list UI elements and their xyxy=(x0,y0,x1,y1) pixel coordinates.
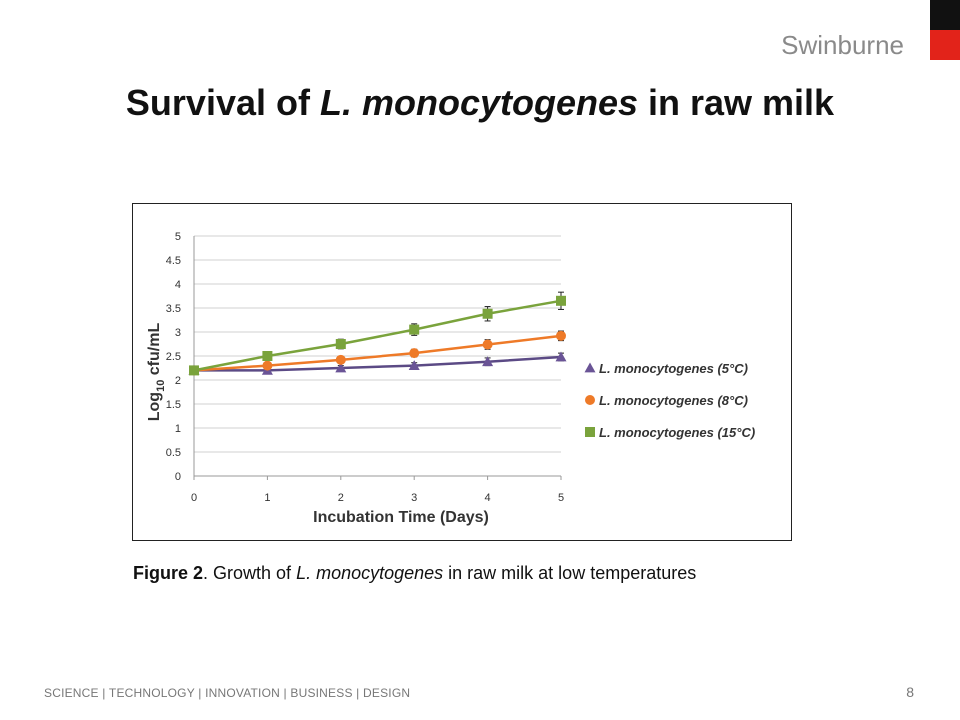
brand-accent-red xyxy=(930,30,960,60)
y-tick-label: 5 xyxy=(175,231,181,243)
title-text-after: in raw milk xyxy=(638,82,835,123)
y-tick-label: 4.5 xyxy=(166,255,181,267)
data-point-series-2 xyxy=(335,339,346,349)
y-tick-label: 3.5 xyxy=(166,303,181,315)
slide-title: Survival of L. monocytogenes in raw milk xyxy=(0,82,960,124)
legend-label-0: L. monocytogenes (5°C) xyxy=(599,361,748,376)
data-point-series-2 xyxy=(262,351,273,361)
x-tick-label: 3 xyxy=(411,492,417,504)
caption-text-before: . Growth of xyxy=(203,563,297,583)
y-axis-title-suffix: cfu/mL xyxy=(146,323,163,380)
page-number: 8 xyxy=(906,684,914,700)
brand-accent-black xyxy=(930,0,960,30)
legend-label-1: L. monocytogenes (8°C) xyxy=(599,393,748,408)
figure-caption: Figure 2. Growth of L. monocytogenes in … xyxy=(133,563,696,584)
data-point-series-0 xyxy=(482,356,494,367)
caption-text-after: in raw milk at low temperatures xyxy=(443,563,697,583)
y-axis-title-prefix: Log xyxy=(146,392,163,421)
y-tick-label: 3 xyxy=(175,327,181,339)
growth-chart: 0 0.5 1 1.5 2 2.5 3 3.5 4 4.5 5 0 1 2 3 4 5 L. monocytog… xyxy=(146,231,755,526)
caption-italic: L. monocytogenes xyxy=(296,563,444,583)
data-point-series-1 xyxy=(482,339,493,350)
footer-tagline: SCIENCE | TECHNOLOGY | INNOVATION | BUSI… xyxy=(44,686,411,700)
data-point-series-1 xyxy=(262,360,273,371)
y-tick-label: 4 xyxy=(175,279,181,291)
legend-marker-0 xyxy=(584,362,596,373)
y-axis-title-subscript: 10 xyxy=(155,380,167,392)
y-tick-label: 0 xyxy=(175,471,181,483)
y-tick-label: 0.5 xyxy=(166,447,181,459)
y-tick-label: 2 xyxy=(175,375,181,387)
x-tick-label: 1 xyxy=(264,492,270,504)
data-point-series-1 xyxy=(335,354,346,365)
data-point-series-2 xyxy=(409,324,420,335)
x-tick-label: 2 xyxy=(338,492,344,504)
data-point-series-0 xyxy=(335,362,347,373)
data-point-series-0 xyxy=(408,360,420,370)
legend-marker-2 xyxy=(585,427,595,437)
chart-frame: 0 0.5 1 1.5 2 2.5 3 3.5 4 4.5 5 0 1 2 3 4 5 L. monocytog… xyxy=(132,203,792,541)
y-tick-label: 1 xyxy=(175,423,181,435)
series-line-0 xyxy=(194,355,562,372)
x-axis-title: Incubation Time (Days) xyxy=(313,509,489,526)
series-line-1 xyxy=(193,334,562,372)
legend-label-2: L. monocytogenes (15°C) xyxy=(599,425,755,440)
caption-label: Figure 2 xyxy=(133,563,204,583)
title-text-italic: L. monocytogenes xyxy=(319,82,639,123)
y-tick-label: 1.5 xyxy=(166,399,181,411)
y-tick-label: 2.5 xyxy=(166,351,181,363)
data-point-series-2 xyxy=(189,365,199,376)
legend-marker-1 xyxy=(585,395,595,405)
x-tick-label: 4 xyxy=(485,492,491,504)
x-tick-label: 5 xyxy=(558,492,564,504)
brand-name: Swinburne xyxy=(781,30,904,60)
data-point-series-2 xyxy=(556,295,566,306)
data-point-series-1 xyxy=(409,348,420,359)
y-axis-title: Log10 cfu/mL xyxy=(146,323,167,422)
data-point-series-1 xyxy=(556,330,566,341)
data-point-series-2 xyxy=(482,308,493,319)
x-tick-label: 0 xyxy=(191,492,197,504)
series-line-2 xyxy=(193,299,562,372)
data-point-series-0 xyxy=(555,351,567,362)
title-text-before: Survival of xyxy=(125,82,320,123)
